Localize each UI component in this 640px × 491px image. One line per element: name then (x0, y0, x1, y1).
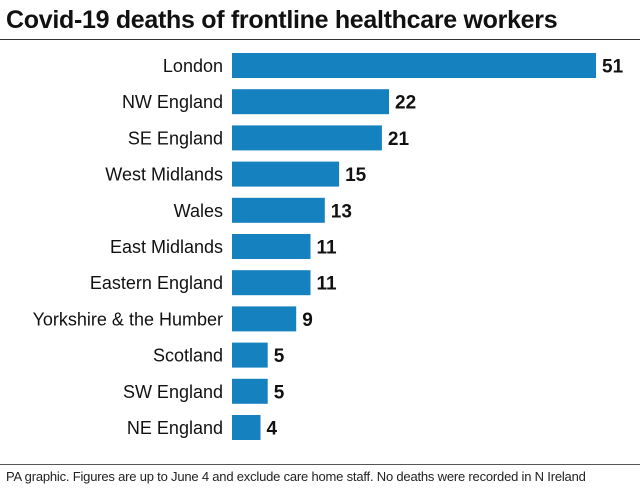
value-label-nw-england: 22 (395, 93, 416, 114)
bar-east-midlands (232, 234, 311, 259)
category-label-scotland: Scotland (153, 346, 223, 366)
category-label-se-england: SE England (128, 128, 223, 148)
bar-nw-england (232, 89, 389, 115)
value-label-se-england: 21 (388, 129, 410, 150)
category-label-nw-england: NW England (122, 92, 223, 112)
value-label-eastern-england: 11 (317, 274, 338, 295)
footnote-divider (0, 464, 640, 465)
category-label-yorkshire-and-the-humber: Yorkshire & the Humber (33, 309, 223, 329)
chart-title: Covid-19 deaths of frontline healthcare … (6, 6, 558, 34)
bar-yorkshire-and-the-humber (232, 306, 297, 332)
value-label-wales: 13 (331, 201, 352, 222)
value-label-london: 51 (602, 57, 624, 78)
bar-eastern-england (232, 270, 311, 296)
bar-west-midlands (232, 161, 340, 187)
title-divider (0, 39, 640, 40)
value-label-yorkshire-and-the-humber: 9 (302, 310, 313, 331)
bar-chart: London 51 NW England 22 SE England 21 West Mid… (33, 53, 624, 440)
category-label-london: London (163, 56, 223, 76)
bar-ne-england (232, 415, 261, 440)
bar-scotland (232, 342, 268, 368)
bar-london (232, 53, 596, 78)
category-label-ne-england: NE England (127, 418, 223, 438)
category-label-west-midlands: West Midlands (105, 165, 223, 185)
category-label-wales: Wales (174, 201, 223, 221)
category-label-eastern-england: Eastern England (90, 273, 223, 293)
category-label-sw-england: SW England (123, 382, 223, 402)
value-label-east-midlands: 11 (317, 238, 338, 259)
bar-se-england (232, 125, 382, 151)
value-label-west-midlands: 15 (345, 165, 367, 186)
value-label-sw-england: 5 (274, 382, 285, 403)
bar-wales (232, 197, 325, 223)
value-label-scotland: 5 (274, 346, 285, 367)
category-label-east-midlands: East Midlands (110, 237, 223, 257)
value-label-ne-england: 4 (267, 419, 278, 440)
bar-sw-england (232, 378, 268, 404)
footnote: PA graphic. Figures are up to June 4 and… (6, 469, 586, 484)
